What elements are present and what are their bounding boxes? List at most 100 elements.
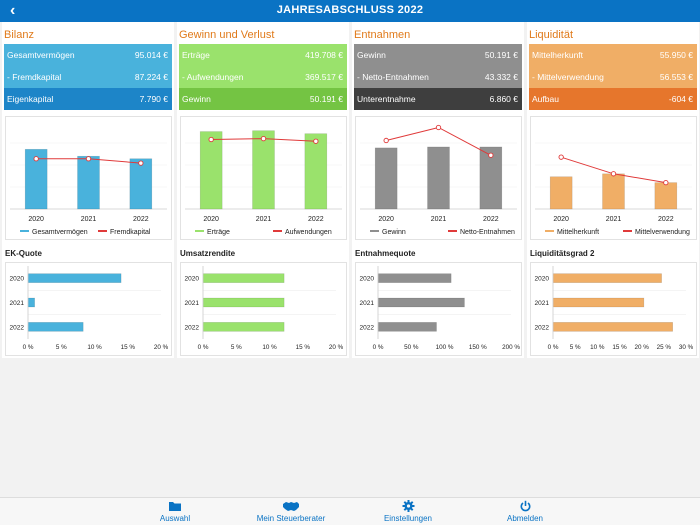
column-0: Bilanz Gesamtvermögen 95.014 € - Fremdkapit… <box>2 22 174 358</box>
x-tick-label: 2021 <box>256 216 272 223</box>
x-tick-label: 0 % <box>548 344 559 351</box>
combo-chart-panel: 2020 2021 2022 Mittelherkunft Mittelverwendu… <box>530 116 697 240</box>
summary-row: - Aufwendungen 369.517 € <box>179 66 347 88</box>
summary-label: Mittelherkunft <box>532 50 584 60</box>
y-tick-label: 2021 <box>360 300 375 307</box>
legend-bar-label: Mittelherkunft <box>557 229 599 236</box>
bar-2022 <box>129 158 153 210</box>
summary-value: -604 € <box>668 94 693 104</box>
summary-label: Gesamtvermögen <box>7 50 75 60</box>
tab-einstellungen[interactable]: Einstellungen <box>363 500 453 523</box>
summary-row: Erträge 419.708 € <box>179 44 347 66</box>
x-tick-label: 5 % <box>231 344 242 351</box>
summary-value: 50.191 € <box>309 94 343 104</box>
summary-row: - Fremdkapital 87.224 € <box>4 66 172 88</box>
bar-2021 <box>77 155 100 210</box>
x-tick-label: 200 % <box>502 344 520 351</box>
column-3: Liquidität Mittelherkunft 55.950 € - Mittel… <box>527 22 699 358</box>
line-point-2020 <box>208 136 214 143</box>
x-tick-label: 25 % <box>657 344 672 351</box>
x-tick-label: 2020 <box>203 216 219 223</box>
summary-label: Eigenkapital <box>7 94 54 104</box>
bar-2021 <box>252 130 275 210</box>
summary-value: 419.708 € <box>305 50 343 60</box>
summary-label: Unterentnahme <box>357 94 416 104</box>
quote-bar-2021 <box>202 297 285 308</box>
legend-line-label: Netto-Entnahmen <box>460 229 515 236</box>
section-title: Liquidität <box>529 29 574 41</box>
legend-line-label: Aufwendungen <box>285 229 332 236</box>
summary-value: 6.860 € <box>489 94 518 104</box>
summary-row: Gewinn 50.191 € <box>354 44 522 66</box>
tab-abmelden[interactable]: Abmelden <box>480 500 570 523</box>
combo-chart-panel: 2020 2021 2022 Erträge Aufwendungen <box>180 116 347 240</box>
y-tick-label: 2020 <box>360 276 375 283</box>
quote-bar-2021 <box>552 297 645 308</box>
x-tick-label: 20 % <box>634 344 649 351</box>
summary-row: Mittelherkunft 55.950 € <box>529 44 697 66</box>
x-tick-label: 5 % <box>56 344 67 351</box>
quote-bar-2022 <box>552 322 673 332</box>
tab-label: Einstellungen <box>383 514 433 523</box>
quote-bar-2021 <box>377 297 465 308</box>
quote-bar-2020 <box>202 273 285 283</box>
x-tick-label: 10 % <box>87 344 102 351</box>
line-point-2022 <box>138 160 144 166</box>
summary-value: 55.950 € <box>659 50 693 60</box>
x-tick-label: 0 % <box>198 344 209 351</box>
legend-line-label: Mittelverwendung <box>635 229 690 236</box>
x-tick-label: 5 % <box>570 344 581 351</box>
x-tick-label: 15 % <box>612 344 627 351</box>
summary-row: Gesamtvermögen 95.014 € <box>4 44 172 66</box>
quote-bar-2020 <box>27 273 122 283</box>
x-tick-label: 20 % <box>329 344 344 351</box>
x-tick-label: 2020 <box>378 216 394 223</box>
page-title: JAHRESABSCHLUSS 2022 <box>276 4 424 16</box>
legend-bar-label: Gesamtvermögen <box>32 229 88 236</box>
tab-label: Mein Steuerberater <box>256 514 326 523</box>
summary-label: Gewinn <box>182 94 211 104</box>
gear-icon <box>402 500 414 512</box>
line-point-2021 <box>610 171 617 177</box>
quote-chart-panel: 2020 2021 2022 0 % 5 % 10 % 15 % 20 % <box>5 262 172 356</box>
quote-bar-2021 <box>27 297 35 308</box>
power-icon <box>520 500 530 512</box>
chevron-left-icon[interactable]: ‹ <box>10 2 16 19</box>
combo-chart-panel: 2020 2021 2022 Gesamtvermögen Fremdkapital <box>5 116 172 240</box>
bar-2022 <box>479 146 503 210</box>
summary-row: - Mittelverwendung 56.553 € <box>529 66 697 88</box>
line-point-2021 <box>85 156 92 162</box>
bar-2021 <box>602 173 625 210</box>
quote-title: EK-Quote <box>5 249 42 258</box>
summary-row: Unterentnahme 6.860 € <box>354 88 522 110</box>
summary-value: 95.014 € <box>134 50 168 60</box>
quote-bar-2020 <box>377 273 452 283</box>
line-point-2021 <box>435 124 442 131</box>
x-tick-label: 150 % <box>469 344 487 351</box>
line-point-2020 <box>558 154 564 160</box>
quote-chart: 2020 2021 2022 0 % 50 % 100 % 150 % 200 % <box>360 266 520 351</box>
x-tick-label: 2021 <box>431 216 447 223</box>
bar-2020 <box>549 176 573 210</box>
y-tick-label: 2021 <box>10 300 25 307</box>
x-tick-label: 15 % <box>121 344 136 351</box>
tab-label: Abmelden <box>506 514 544 523</box>
x-tick-label: 0 % <box>373 344 384 351</box>
section-title: Bilanz <box>4 29 34 41</box>
summary-value: 87.224 € <box>134 72 168 82</box>
x-tick-label: 0 % <box>23 344 34 351</box>
summary-value: 369.517 € <box>305 72 343 82</box>
bar-2020 <box>199 131 223 210</box>
bar-2020 <box>374 147 398 210</box>
x-tick-label: 20 % <box>154 344 169 351</box>
folder-icon <box>169 502 181 511</box>
x-tick-label: 30 % <box>679 344 694 351</box>
quote-bar-2022 <box>27 322 84 332</box>
tab-auswahl[interactable]: Auswahl <box>130 500 220 523</box>
x-tick-label: 2022 <box>658 216 674 223</box>
y-tick-label: 2022 <box>360 324 375 331</box>
y-tick-label: 2020 <box>10 276 25 283</box>
tab-mein-steuerberater[interactable]: Mein Steuerberater <box>246 500 336 523</box>
bar-2021 <box>427 146 450 210</box>
x-tick-label: 2022 <box>133 216 149 223</box>
